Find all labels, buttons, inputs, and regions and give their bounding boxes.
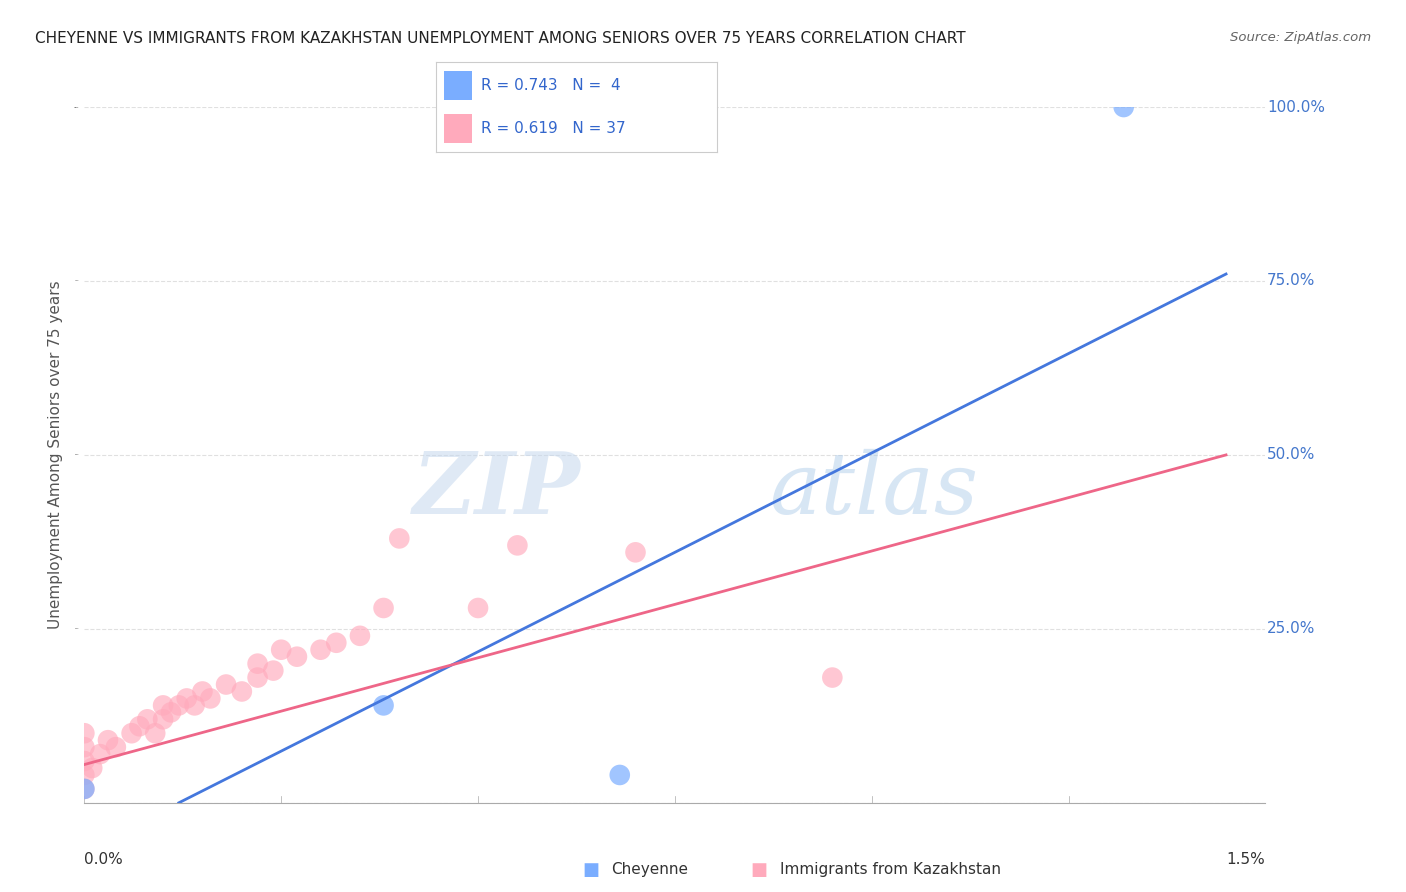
Y-axis label: Unemployment Among Seniors over 75 years: Unemployment Among Seniors over 75 years bbox=[48, 281, 63, 629]
Text: Cheyenne: Cheyenne bbox=[612, 863, 689, 877]
Text: 50.0%: 50.0% bbox=[1267, 448, 1316, 462]
Point bbox=[388, 532, 411, 546]
Point bbox=[609, 768, 631, 782]
Point bbox=[200, 691, 222, 706]
Text: Immigrants from Kazakhstan: Immigrants from Kazakhstan bbox=[780, 863, 1001, 877]
Point bbox=[325, 636, 347, 650]
Point bbox=[82, 761, 104, 775]
Point bbox=[121, 726, 143, 740]
Point bbox=[183, 698, 205, 713]
Point bbox=[73, 726, 96, 740]
Text: Source: ZipAtlas.com: Source: ZipAtlas.com bbox=[1230, 31, 1371, 45]
Point bbox=[215, 677, 238, 691]
Bar bbox=[444, 71, 472, 100]
Point bbox=[104, 740, 127, 755]
Point bbox=[624, 545, 647, 559]
Point bbox=[270, 642, 292, 657]
Point bbox=[128, 719, 150, 733]
Point bbox=[73, 740, 96, 755]
Point bbox=[246, 671, 269, 685]
Text: 100.0%: 100.0% bbox=[1267, 100, 1324, 114]
Point bbox=[231, 684, 253, 698]
Point bbox=[285, 649, 308, 664]
Text: CHEYENNE VS IMMIGRANTS FROM KAZAKHSTAN UNEMPLOYMENT AMONG SENIORS OVER 75 YEARS : CHEYENNE VS IMMIGRANTS FROM KAZAKHSTAN U… bbox=[35, 31, 966, 46]
Point bbox=[176, 691, 198, 706]
Point bbox=[136, 712, 159, 726]
Point bbox=[373, 601, 395, 615]
Text: 0.0%: 0.0% bbox=[84, 852, 124, 866]
Point bbox=[1112, 100, 1135, 114]
Text: 75.0%: 75.0% bbox=[1267, 274, 1316, 288]
Point bbox=[373, 698, 395, 713]
Point bbox=[467, 601, 489, 615]
Point bbox=[309, 642, 332, 657]
Point bbox=[152, 712, 174, 726]
Text: ■: ■ bbox=[582, 861, 599, 879]
Text: 25.0%: 25.0% bbox=[1267, 622, 1316, 636]
Text: 1.5%: 1.5% bbox=[1226, 852, 1265, 866]
Point bbox=[152, 698, 174, 713]
Text: ZIP: ZIP bbox=[412, 448, 581, 532]
Point bbox=[349, 629, 371, 643]
Point bbox=[73, 781, 96, 796]
Point bbox=[167, 698, 190, 713]
Text: ■: ■ bbox=[751, 861, 768, 879]
Text: R = 0.743   N =  4: R = 0.743 N = 4 bbox=[481, 78, 620, 93]
Point bbox=[89, 747, 111, 761]
Point bbox=[73, 754, 96, 768]
Point bbox=[97, 733, 120, 747]
Point bbox=[262, 664, 284, 678]
Point bbox=[73, 768, 96, 782]
Bar bbox=[444, 114, 472, 143]
Point bbox=[821, 671, 844, 685]
Text: atlas: atlas bbox=[769, 449, 979, 531]
Point bbox=[160, 706, 183, 720]
Point bbox=[246, 657, 269, 671]
Point bbox=[73, 781, 96, 796]
Text: R = 0.619   N = 37: R = 0.619 N = 37 bbox=[481, 121, 626, 136]
Point bbox=[506, 538, 529, 552]
Point bbox=[191, 684, 214, 698]
Point bbox=[143, 726, 166, 740]
